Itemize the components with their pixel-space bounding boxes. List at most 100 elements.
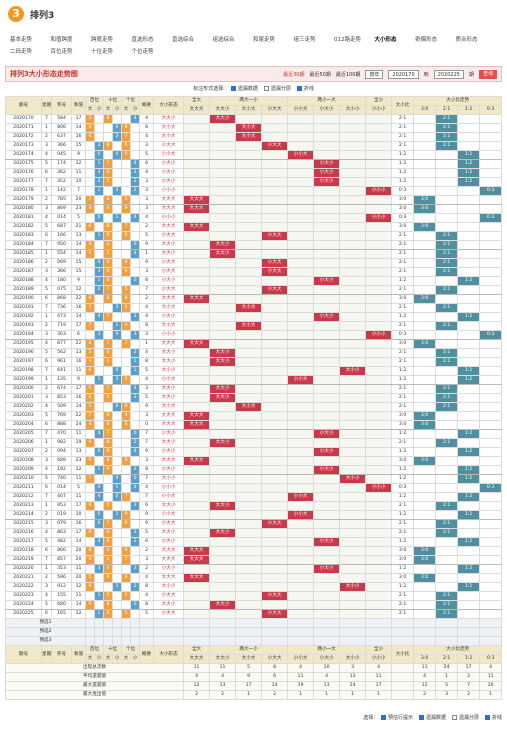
predict-cell[interactable] <box>139 618 155 628</box>
nav-link[interactable]: 和值跨度 <box>50 37 73 43</box>
predict-cell[interactable] <box>261 627 289 637</box>
predict-cell[interactable] <box>339 618 367 628</box>
predict-cell[interactable] <box>93 627 105 637</box>
predict-cell[interactable] <box>183 627 211 637</box>
checkbox[interactable] <box>263 86 269 91</box>
nav-link[interactable]: 大小形态 <box>374 37 397 43</box>
query-button[interactable]: 查询 <box>478 69 497 79</box>
predict-cell[interactable] <box>313 627 341 637</box>
predict-cell[interactable] <box>130 636 141 646</box>
predict-cell[interactable] <box>365 636 393 646</box>
nav-link[interactable]: 012路走势 <box>334 37 361 43</box>
select[interactable]: 按年 <box>365 69 384 79</box>
predict-cell[interactable] <box>261 636 289 646</box>
nav-link[interactable]: 和尾走势 <box>253 37 276 43</box>
checkbox[interactable] <box>451 715 457 720</box>
predict-cell[interactable] <box>85 618 95 628</box>
predict-cell[interactable] <box>313 618 341 628</box>
predict-cell[interactable] <box>121 636 132 646</box>
predict-cell[interactable] <box>457 618 481 628</box>
predict-cell[interactable] <box>435 636 459 646</box>
predict-cell[interactable] <box>209 636 237 646</box>
issue: 2020193 <box>5 321 42 331</box>
predict-cell[interactable] <box>130 627 141 637</box>
nav-link[interactable]: 奇偶形态 <box>415 37 438 43</box>
predict-cell[interactable] <box>103 627 114 637</box>
shape-cell <box>365 492 393 502</box>
range-link[interactable]: 最近50期 <box>309 71 331 78</box>
nav-link[interactable]: 个位走势 <box>131 49 154 55</box>
predict-cell[interactable] <box>287 618 315 628</box>
predict-cell[interactable] <box>365 627 393 637</box>
to-input[interactable]: 2020225 <box>433 69 464 79</box>
predict-cell[interactable] <box>183 618 211 628</box>
predict-cell[interactable] <box>235 636 263 646</box>
predict-cell[interactable] <box>287 636 315 646</box>
predict-cell[interactable] <box>85 627 95 637</box>
predict-cell[interactable] <box>413 618 437 628</box>
predict-cell[interactable] <box>121 627 132 637</box>
checkbox[interactable] <box>484 715 490 720</box>
predict-cell[interactable] <box>209 618 237 628</box>
predict-cell[interactable] <box>479 636 503 646</box>
predict-cell[interactable] <box>479 627 503 637</box>
predict-cell[interactable] <box>112 627 123 637</box>
ratio-cell <box>457 339 481 349</box>
range-link[interactable]: 最近100期 <box>335 71 361 78</box>
digit-cell: 2 <box>130 582 141 592</box>
nav-link[interactable]: 百位走势 <box>50 49 73 55</box>
nav-link[interactable]: 二码走势 <box>10 49 33 55</box>
predict-cell[interactable] <box>93 636 105 646</box>
predict-cell[interactable] <box>413 636 437 646</box>
shape-cell <box>235 537 263 547</box>
predict-cell[interactable] <box>413 627 437 637</box>
range-link[interactable]: 最近30期 <box>283 71 305 78</box>
nav-link[interactable]: 基本走势 <box>10 37 33 43</box>
predict-cell[interactable] <box>153 627 185 637</box>
predict-cell[interactable] <box>112 618 123 628</box>
predict-cell[interactable] <box>365 618 393 628</box>
predict-cell[interactable] <box>112 636 123 646</box>
checkbox[interactable] <box>380 715 386 720</box>
predict-cell[interactable] <box>313 636 341 646</box>
digit-cell <box>130 510 141 520</box>
predict-cell[interactable] <box>153 636 185 646</box>
predict-cell[interactable] <box>479 618 503 628</box>
predict-cell[interactable] <box>93 618 105 628</box>
predict-cell[interactable] <box>339 627 367 637</box>
predict-cell[interactable] <box>103 618 114 628</box>
checkbox[interactable] <box>296 86 302 91</box>
nav-link[interactable]: 组三走势 <box>293 37 316 43</box>
predict-cell[interactable] <box>235 618 263 628</box>
predict-cell[interactable] <box>435 618 459 628</box>
predict-cell[interactable] <box>235 627 263 637</box>
predict-cell[interactable] <box>457 636 481 646</box>
predict-cell[interactable] <box>435 627 459 637</box>
predict-cell[interactable] <box>139 627 155 637</box>
nav-link[interactable]: 直选综合 <box>172 37 195 43</box>
predict-cell[interactable] <box>391 636 415 646</box>
nav-link[interactable]: 跨度走势 <box>91 37 114 43</box>
predict-cell[interactable] <box>183 636 211 646</box>
predict-cell[interactable] <box>103 636 114 646</box>
from-input[interactable]: 2020170 <box>388 69 419 79</box>
nav-link[interactable]: 直选形态 <box>131 37 154 43</box>
predict-cell[interactable] <box>391 627 415 637</box>
predict-cell[interactable] <box>457 627 481 637</box>
predict-cell[interactable] <box>85 636 95 646</box>
predict-cell[interactable] <box>261 618 289 628</box>
predict-cell[interactable] <box>153 618 185 628</box>
predict-cell[interactable] <box>130 618 141 628</box>
nav-link[interactable]: 十位走势 <box>91 49 114 55</box>
checkbox[interactable] <box>230 86 236 91</box>
predict-cell[interactable] <box>209 627 237 637</box>
digit-cell: 7 <box>103 384 114 394</box>
predict-cell[interactable] <box>121 618 132 628</box>
nav-link[interactable]: 质合形态 <box>455 37 478 43</box>
predict-cell[interactable] <box>391 618 415 628</box>
nav-link[interactable]: 组选综合 <box>212 37 235 43</box>
predict-cell[interactable] <box>339 636 367 646</box>
predict-cell[interactable] <box>139 636 155 646</box>
checkbox[interactable] <box>418 715 424 720</box>
predict-cell[interactable] <box>287 627 315 637</box>
